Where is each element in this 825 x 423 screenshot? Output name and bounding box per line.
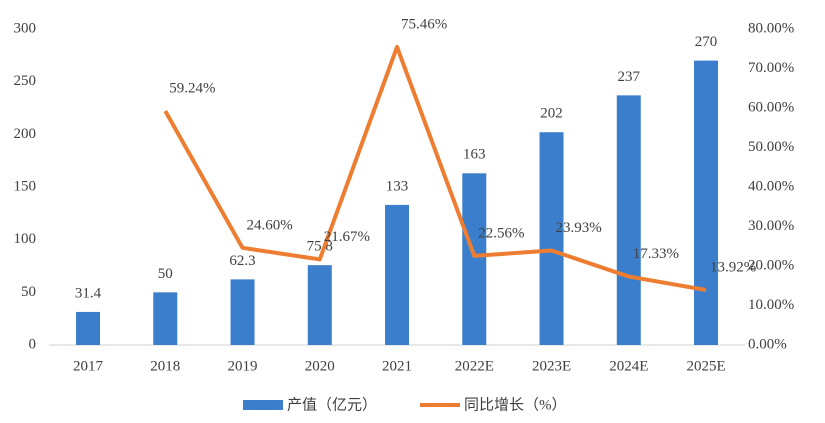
y2-tick-label: 10.00% bbox=[748, 297, 794, 313]
bar bbox=[76, 311, 101, 345]
x-tick-label: 2017 bbox=[73, 358, 104, 374]
legend-label: 产值（亿元） bbox=[287, 396, 377, 413]
line-value-label: 17.33% bbox=[633, 246, 679, 262]
line-value-label: 75.46% bbox=[401, 16, 447, 32]
y-tick-label: 0 bbox=[29, 336, 37, 352]
x-tick-label: 2018 bbox=[150, 358, 180, 374]
bar-value-label: 163 bbox=[463, 147, 486, 163]
line-value-label: 59.24% bbox=[169, 80, 215, 96]
x-tick-label: 2024E bbox=[609, 358, 648, 374]
y-tick-label: 300 bbox=[14, 20, 37, 36]
bar-value-label: 50 bbox=[158, 266, 173, 282]
bar bbox=[230, 279, 255, 345]
bar bbox=[694, 60, 719, 345]
line-value-label: 24.60% bbox=[247, 217, 293, 233]
bar bbox=[539, 132, 564, 345]
bar bbox=[153, 292, 178, 345]
bar-value-label: 237 bbox=[618, 69, 641, 85]
y-tick-label: 250 bbox=[14, 73, 37, 89]
line-value-label: 23.93% bbox=[556, 220, 602, 236]
line-series bbox=[163, 44, 707, 292]
x-tick-label: 2022E bbox=[455, 358, 494, 374]
bar-value-label: 31.4 bbox=[75, 285, 102, 301]
x-tick-label: 2021 bbox=[382, 358, 412, 374]
y2-tick-label: 50.00% bbox=[748, 139, 794, 155]
y2-tick-label: 30.00% bbox=[748, 218, 794, 234]
bar bbox=[385, 204, 410, 345]
legend-swatch bbox=[243, 400, 283, 410]
bar bbox=[462, 173, 487, 345]
x-tick-label: 2020 bbox=[305, 358, 335, 374]
bar bbox=[307, 265, 332, 345]
bar-value-label: 270 bbox=[695, 34, 718, 50]
y-tick-label: 200 bbox=[14, 126, 37, 142]
x-tick-label: 2025E bbox=[686, 358, 725, 374]
line-value-label: 13.92% bbox=[710, 259, 756, 275]
y-tick-label: 150 bbox=[14, 178, 37, 194]
y-tick-label: 100 bbox=[14, 231, 37, 247]
y2-tick-label: 70.00% bbox=[748, 60, 794, 76]
x-tick-label: 2019 bbox=[228, 358, 258, 374]
y-tick-label: 50 bbox=[21, 284, 36, 300]
y2-tick-label: 0.00% bbox=[748, 336, 787, 352]
y2-tick-label: 60.00% bbox=[748, 99, 794, 115]
legend-label: 同比增长（%） bbox=[464, 396, 567, 413]
bar-value-label: 62.3 bbox=[229, 253, 255, 269]
y2-tick-label: 20.00% bbox=[748, 257, 794, 273]
y2-tick-label: 80.00% bbox=[748, 20, 794, 36]
line-value-label: 21.67% bbox=[324, 229, 370, 245]
line-value-label: 22.56% bbox=[478, 225, 524, 241]
x-tick-label: 2023E bbox=[532, 358, 571, 374]
bar-value-label: 133 bbox=[386, 178, 409, 194]
bar bbox=[616, 95, 641, 345]
y2-tick-label: 40.00% bbox=[748, 178, 794, 194]
bar-value-label: 202 bbox=[540, 106, 563, 122]
